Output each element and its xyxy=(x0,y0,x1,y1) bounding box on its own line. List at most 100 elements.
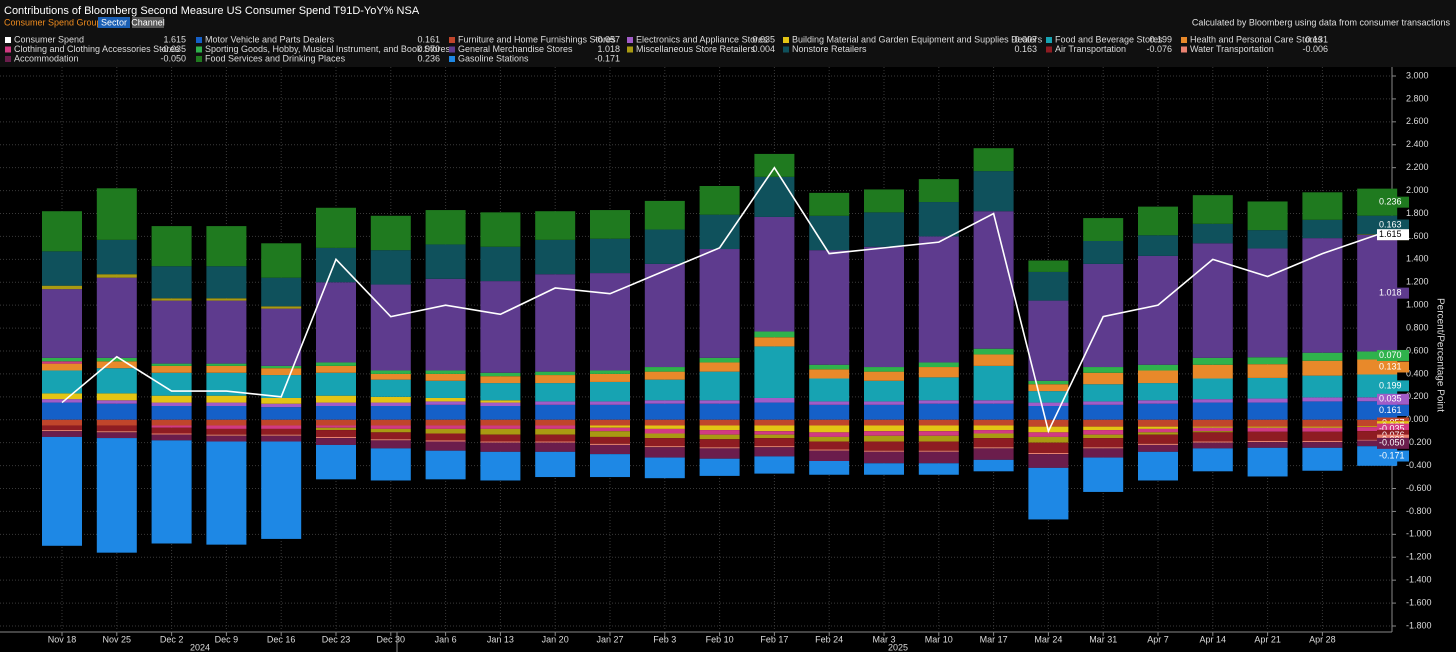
bar-segment xyxy=(1083,401,1124,405)
x-tick-label: Mar 3 xyxy=(872,634,895,644)
x-tick-label: Nov 25 xyxy=(103,634,132,644)
bar-segment xyxy=(535,419,576,426)
value-tag xyxy=(1377,219,1409,231)
x-tick-label: Apr 14 xyxy=(1200,634,1227,644)
bar-segment xyxy=(809,378,850,402)
bar-segment xyxy=(918,419,959,426)
bar-segment xyxy=(590,238,630,274)
x-tick-label: Dec 2 xyxy=(160,634,184,644)
bar-segment xyxy=(535,401,576,405)
x-tick-label: Dec 23 xyxy=(322,634,351,644)
bar-segment xyxy=(42,402,82,420)
bar-segment xyxy=(96,431,137,433)
sector-button[interactable] xyxy=(98,17,130,28)
bar-segment xyxy=(1138,403,1178,420)
bar-segment xyxy=(1138,432,1178,435)
bar-segment xyxy=(644,419,685,426)
bar-segment xyxy=(42,425,82,431)
legend-label: General Merchandise Stores xyxy=(458,44,573,54)
bar-segment xyxy=(1083,426,1124,431)
legend-value: -0.006 xyxy=(1302,44,1328,54)
x-tick-label: Apr 28 xyxy=(1309,634,1336,644)
bar-segment xyxy=(206,434,247,436)
bar-segment xyxy=(96,438,137,553)
value-tag xyxy=(1377,287,1409,299)
bar-segment xyxy=(644,371,685,380)
bar-segment xyxy=(1302,192,1343,220)
bar-segment xyxy=(699,458,740,476)
value-tag-label: 0.070 xyxy=(1379,350,1402,360)
bar-segment xyxy=(864,246,904,368)
bar-segment xyxy=(96,403,137,420)
bar-segment xyxy=(42,251,82,286)
bar-segment xyxy=(699,430,740,435)
bar-segment xyxy=(973,433,1014,439)
legend-label: Health and Personal Care Stores xyxy=(1190,34,1323,44)
bar-segment xyxy=(699,419,740,426)
bar-segment xyxy=(754,346,795,398)
channel-button-label[interactable]: Channel xyxy=(131,17,165,27)
bar-segment xyxy=(1028,406,1069,420)
x-tick-label: Apr 21 xyxy=(1254,634,1281,644)
legend-swatch xyxy=(5,46,11,53)
bar-segment xyxy=(42,393,82,400)
bar-segment xyxy=(480,212,521,247)
bar-segment xyxy=(864,189,904,213)
bar-segment xyxy=(973,430,1014,434)
bar-segment xyxy=(151,406,192,420)
bar-segment xyxy=(535,434,576,442)
bar-segment xyxy=(1192,426,1233,428)
bar-segment xyxy=(644,433,685,439)
bar-segment xyxy=(809,436,850,442)
bar-segment xyxy=(370,284,411,371)
y-tick-label: -1.400 xyxy=(1406,575,1432,585)
bar-segment xyxy=(973,459,1014,472)
x-tick-label: Jan 20 xyxy=(542,634,569,644)
bar-segment xyxy=(1302,352,1343,361)
y-tick-label: -1.000 xyxy=(1406,529,1432,539)
bar-segment xyxy=(370,379,411,397)
bar-segment xyxy=(864,367,904,372)
bar-segment xyxy=(370,373,411,380)
bar-segment xyxy=(644,457,685,479)
bar-segment xyxy=(918,435,959,442)
bar-segment xyxy=(918,362,959,368)
bar-segment xyxy=(480,425,521,429)
bar-segment xyxy=(1302,375,1343,398)
bar-segment xyxy=(590,425,630,428)
bar-segment xyxy=(1302,440,1343,443)
bar-segment xyxy=(370,370,411,374)
bar-segment xyxy=(480,406,521,420)
bar-segment xyxy=(644,400,685,404)
channel-button[interactable] xyxy=(132,17,164,28)
bar-segment xyxy=(1192,364,1233,379)
bar-segment xyxy=(1083,384,1124,402)
bar-segment xyxy=(1083,434,1124,439)
bar-segment xyxy=(425,433,466,441)
bar-segment xyxy=(316,372,356,396)
bar-segment xyxy=(644,438,685,447)
bar-segment xyxy=(96,239,137,275)
bar-segment xyxy=(864,380,904,402)
bar-segment xyxy=(1247,447,1288,477)
bar-segment xyxy=(425,397,466,402)
bar-segment xyxy=(42,370,82,394)
sector-button-label[interactable]: Sector xyxy=(101,17,127,27)
bar-segment xyxy=(425,441,466,451)
bar-segment xyxy=(1192,223,1233,244)
bar-segment xyxy=(699,400,740,404)
legend-swatch xyxy=(5,56,11,62)
bar-segment xyxy=(151,433,192,435)
x-tick-label: Nov 18 xyxy=(48,634,77,644)
bar-segment xyxy=(151,395,192,403)
bar-segment xyxy=(1138,444,1178,452)
bar-segment xyxy=(644,229,685,264)
bar-segment xyxy=(1247,419,1288,427)
bar-segment xyxy=(151,226,192,267)
bar-segment xyxy=(535,404,576,420)
bar-segment xyxy=(1138,400,1178,404)
bar-segment xyxy=(316,430,356,437)
bar-segment xyxy=(42,363,82,371)
bar-segment xyxy=(370,406,411,420)
bar-segment xyxy=(535,442,576,452)
